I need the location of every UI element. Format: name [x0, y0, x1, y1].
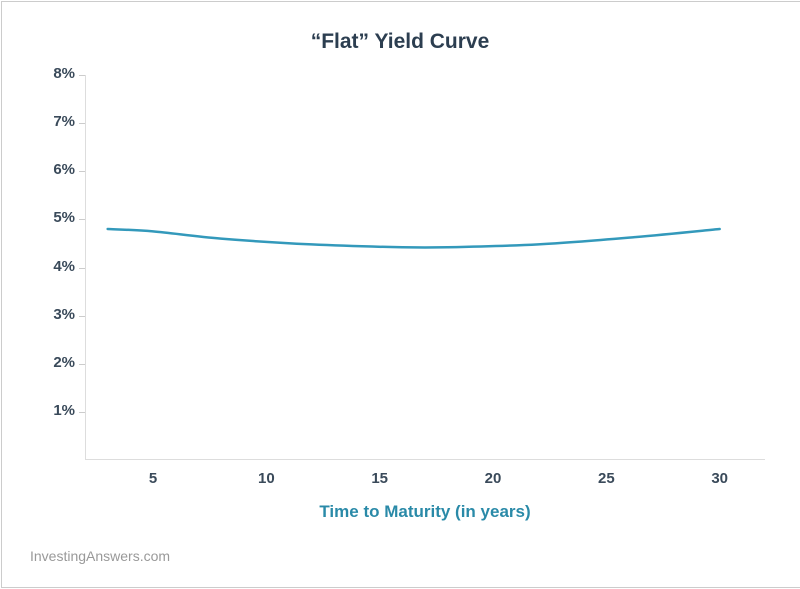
y-axis-label: 8%: [35, 65, 75, 82]
y-axis-label: 5%: [35, 209, 75, 226]
y-axis-label: 6%: [35, 161, 75, 178]
yield-curve-svg: [85, 75, 765, 460]
y-tick: [79, 75, 85, 76]
y-tick: [79, 123, 85, 124]
y-tick: [79, 219, 85, 220]
plot-area: 1%2%3%4%5%6%7%8%51015202530: [85, 75, 765, 460]
x-axis-label: 10: [236, 470, 296, 487]
chart-title: “Flat” Yield Curve: [0, 30, 800, 54]
y-axis-label: 3%: [35, 306, 75, 323]
x-axis-label: 15: [350, 470, 410, 487]
y-tick: [79, 364, 85, 365]
x-axis-label: 20: [463, 470, 523, 487]
y-axis-label: 4%: [35, 258, 75, 275]
y-tick: [79, 316, 85, 317]
x-axis-label: 30: [690, 470, 750, 487]
attribution-text: InvestingAnswers.com: [30, 548, 170, 564]
x-axis-label: 5: [123, 470, 183, 487]
x-axis-title: Time to Maturity (in years): [85, 502, 765, 522]
y-tick: [79, 268, 85, 269]
y-tick: [79, 412, 85, 413]
y-axis-label: 1%: [35, 402, 75, 419]
y-axis-label: 7%: [35, 113, 75, 130]
y-axis-label: 2%: [35, 354, 75, 371]
yield-curve-line: [108, 229, 720, 248]
x-axis-label: 25: [576, 470, 636, 487]
y-tick: [79, 171, 85, 172]
